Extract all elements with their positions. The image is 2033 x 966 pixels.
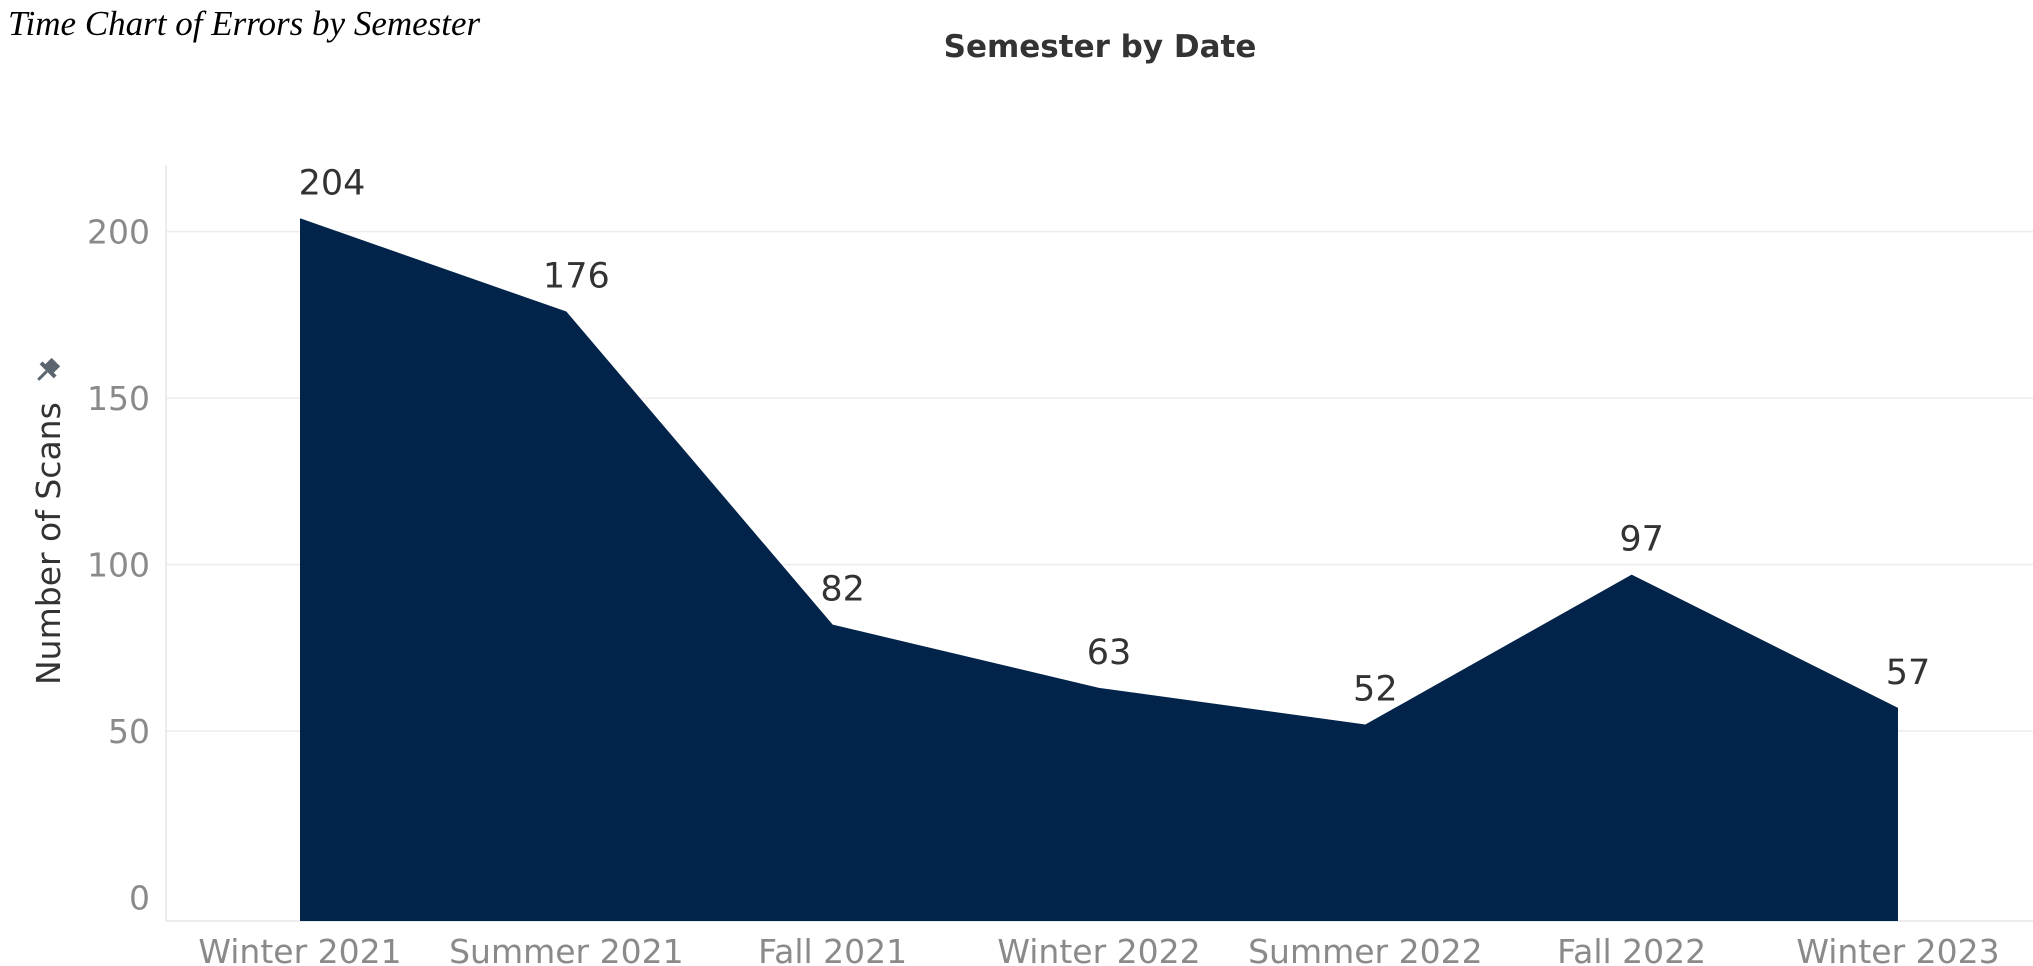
data-label: 52: [1353, 670, 1398, 710]
x-tick-label: Fall 2021: [758, 932, 907, 966]
data-label: 57: [1886, 653, 1931, 693]
data-label: 97: [1619, 520, 1664, 560]
data-label: 176: [543, 257, 610, 297]
chart-title: Semester by Date: [944, 29, 1257, 65]
data-label: 82: [820, 570, 865, 610]
y-tick-label: 0: [129, 879, 150, 918]
y-axis-label-group: Number of Scans: [29, 402, 68, 685]
data-labels: 204 176 82 63 52 97 57: [299, 163, 1931, 709]
x-tick-label: Winter 2021: [198, 932, 401, 966]
figure-caption: Time Chart of Errors by Semester: [8, 4, 481, 43]
y-tick-label: 100: [87, 546, 150, 585]
x-tick-label: Summer 2021: [449, 932, 684, 966]
data-label: 63: [1087, 633, 1132, 673]
y-tick-label: 200: [87, 213, 150, 252]
area-series: [300, 218, 1898, 921]
pin-icon: [37, 357, 61, 381]
x-tick-label: Winter 2023: [1796, 932, 1999, 966]
y-axis-label: Number of Scans: [29, 402, 68, 685]
data-label: 204: [299, 163, 366, 203]
x-tick-labels: Winter 2021 Summer 2021 Fall 2021 Winter 20…: [198, 932, 1999, 966]
y-tick-label: 50: [108, 712, 150, 751]
y-tick-labels: 0 50 100 150 200: [87, 213, 150, 918]
x-tick-label: Winter 2022: [997, 932, 1200, 966]
x-tick-label: Summer 2022: [1248, 932, 1483, 966]
x-tick-label: Fall 2022: [1557, 932, 1706, 966]
y-tick-label: 150: [87, 379, 150, 418]
